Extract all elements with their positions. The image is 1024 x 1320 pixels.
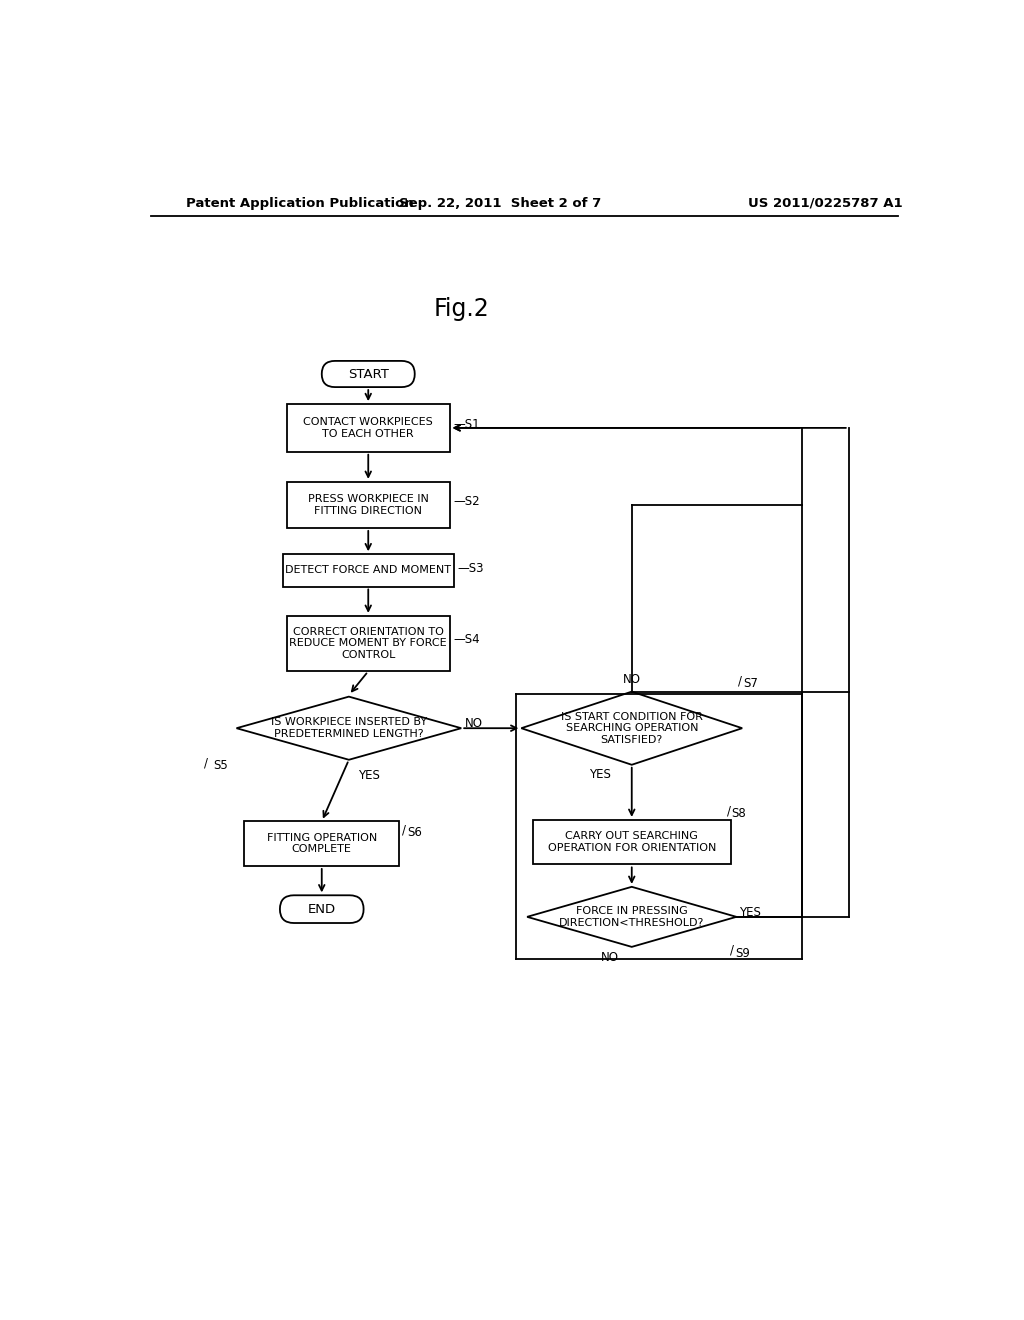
FancyBboxPatch shape [287,404,450,451]
Polygon shape [527,887,736,946]
Text: Patent Application Publication: Patent Application Publication [186,197,414,210]
Text: IS START CONDITION FOR
SEARCHING OPERATION
SATISFIED?: IS START CONDITION FOR SEARCHING OPERATI… [561,711,702,744]
Text: YES: YES [589,767,611,780]
Text: US 2011/0225787 A1: US 2011/0225787 A1 [749,197,903,210]
Text: FITTING OPERATION
COMPLETE: FITTING OPERATION COMPLETE [266,833,377,854]
Text: DETECT FORCE AND MOMENT: DETECT FORCE AND MOMENT [286,565,452,576]
Text: YES: YES [358,768,380,781]
Text: S6: S6 [407,826,422,840]
Text: NO: NO [623,673,640,686]
FancyBboxPatch shape [283,554,454,586]
Text: START: START [348,367,389,380]
FancyBboxPatch shape [322,360,415,387]
Text: S8: S8 [731,807,746,820]
FancyBboxPatch shape [287,615,450,671]
Text: —S3: —S3 [458,562,484,576]
Text: YES: YES [739,906,762,919]
Text: NO: NO [601,952,618,964]
Text: Sep. 22, 2011  Sheet 2 of 7: Sep. 22, 2011 Sheet 2 of 7 [399,197,601,210]
Text: NO: NO [465,717,483,730]
FancyBboxPatch shape [280,895,364,923]
Text: CARRY OUT SEARCHING
OPERATION FOR ORIENTATION: CARRY OUT SEARCHING OPERATION FOR ORIENT… [548,832,716,853]
Text: /: / [402,824,407,837]
Text: CONTACT WORKPIECES
TO EACH OTHER: CONTACT WORKPIECES TO EACH OTHER [303,417,433,438]
Text: —S1: —S1 [454,417,480,430]
Text: —S2: —S2 [454,495,480,508]
Polygon shape [521,692,742,764]
Text: S9: S9 [735,946,750,960]
Text: /: / [204,756,208,770]
Text: PRESS WORKPIECE IN
FITTING DIRECTION: PRESS WORKPIECE IN FITTING DIRECTION [308,494,429,516]
Polygon shape [237,697,461,760]
FancyBboxPatch shape [245,821,399,866]
Text: S7: S7 [743,677,758,690]
Text: CORRECT ORIENTATION TO
REDUCE MOMENT BY FORCE
CONTROL: CORRECT ORIENTATION TO REDUCE MOMENT BY … [290,627,447,660]
Text: IS WORKPIECE INSERTED BY
PREDETERMINED LENGTH?: IS WORKPIECE INSERTED BY PREDETERMINED L… [270,717,427,739]
Text: /: / [738,675,742,688]
Text: FORCE IN PRESSING
DIRECTION<THRESHOLD?: FORCE IN PRESSING DIRECTION<THRESHOLD? [559,906,705,928]
Text: /: / [730,944,734,957]
Text: —S4: —S4 [454,634,480,647]
Text: Fig.2: Fig.2 [433,297,489,321]
Text: /: / [727,804,731,817]
Text: S5: S5 [213,759,228,772]
FancyBboxPatch shape [287,482,450,528]
Text: END: END [307,903,336,916]
FancyBboxPatch shape [532,820,730,865]
